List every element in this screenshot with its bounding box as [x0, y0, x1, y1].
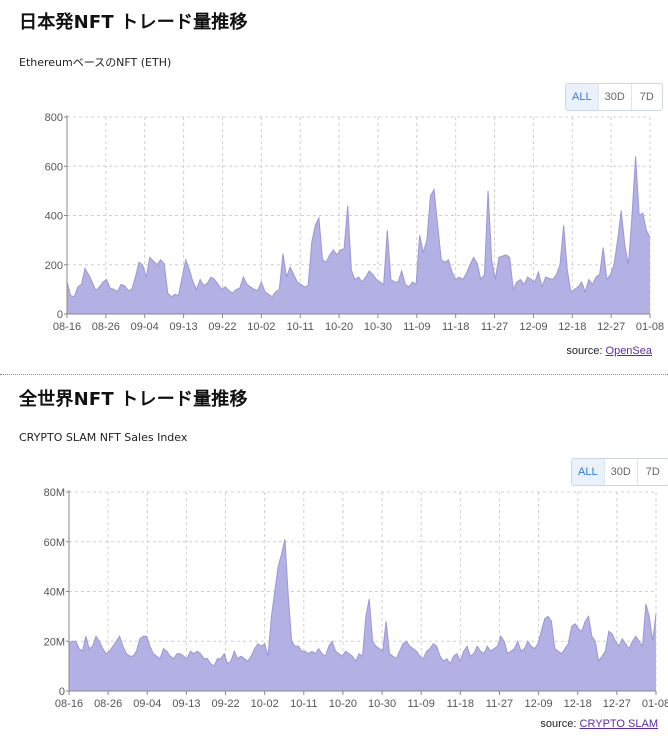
source-link-cryptoslam[interactable]: CRYPTO SLAM: [579, 718, 658, 730]
x-tick-label: 08-16: [53, 321, 81, 333]
area-series-line: [68, 539, 657, 667]
x-tick-label: 08-16: [55, 698, 83, 710]
x-tick-label: 11-09: [403, 321, 430, 333]
panel-divider: [0, 374, 668, 375]
range-30d-button[interactable]: 30D: [598, 84, 632, 110]
range-7d-button[interactable]: 7D: [631, 84, 662, 110]
source-line: source: CRYPTO SLAM: [540, 718, 658, 730]
y-tick-label: 0: [57, 309, 63, 321]
x-tick-label: 12-27: [597, 321, 625, 333]
x-tick-label: 09-22: [211, 698, 239, 710]
range-selector: ALL 30D 7D: [565, 83, 663, 111]
y-tick-label: 40M: [44, 587, 65, 599]
x-tick-label: 12-18: [558, 321, 586, 333]
x-tick-label: 11-18: [447, 698, 474, 710]
x-tick-label: 11-27: [486, 698, 513, 710]
area-series-line: [66, 156, 651, 298]
chart-subtitle: CRYPTO SLAM NFT Sales Index: [19, 431, 188, 444]
x-tick-label: 12-18: [564, 698, 592, 710]
x-tick-label: 01-08: [642, 698, 668, 710]
global-nft-chart-panel: 全世界NFT トレード量推移 CRYPTO SLAM NFT Sales Ind…: [0, 375, 668, 742]
y-tick-label: 800: [45, 112, 63, 124]
y-tick-label: 200: [45, 260, 63, 272]
trade-volume-area-chart: 0 20M 40M 60M 80M 08-16 08-26 09-04 09-13 09-22 10…: [44, 487, 668, 710]
trade-volume-area-chart: 0 200 400 600 800 08-16 08-26 09-04 09-13 09-22 10…: [45, 112, 664, 333]
x-tick-label: 10-11: [290, 698, 317, 710]
x-tick-label: 10-30: [364, 321, 392, 333]
range-selector: ALL 30D 7D: [571, 458, 668, 486]
x-tick-label: 10-02: [247, 321, 275, 333]
x-tick-label: 12-09: [519, 321, 547, 333]
source-label: source:: [540, 718, 580, 730]
x-tick-label: 09-13: [170, 321, 198, 333]
y-tick-label: 60M: [44, 537, 65, 549]
x-tick-label: 10-02: [251, 698, 279, 710]
range-all-button[interactable]: ALL: [566, 84, 599, 110]
range-7d-button[interactable]: 7D: [637, 459, 668, 485]
source-link-opensea[interactable]: OpenSea: [605, 345, 652, 357]
x-tick-label: 09-13: [172, 698, 200, 710]
x-tick-label: 08-26: [94, 698, 122, 710]
area-series-fill: [69, 539, 656, 691]
y-tick-label: 80M: [44, 487, 65, 499]
chart-title: 全世界NFT トレード量推移: [19, 389, 248, 410]
x-tick-label: 11-18: [442, 321, 469, 333]
y-tick-label: 600: [45, 161, 63, 173]
x-tick-label: 10-20: [329, 698, 357, 710]
source-line: source: OpenSea: [566, 345, 652, 357]
x-tick-label: 09-04: [133, 698, 161, 710]
x-tick-label: 12-27: [603, 698, 631, 710]
chart-title: 日本発NFT トレード量推移: [19, 12, 248, 33]
x-tick-label: 11-27: [481, 321, 508, 333]
chart-subtitle: EthereumベースのNFT (ETH): [19, 56, 172, 69]
range-30d-button[interactable]: 30D: [604, 459, 638, 485]
x-tick-label: 10-20: [325, 321, 353, 333]
y-tick-label: 20M: [44, 636, 65, 648]
x-tick-label: 01-08: [636, 321, 664, 333]
range-all-button[interactable]: ALL: [572, 459, 605, 485]
x-tick-label: 10-30: [368, 698, 396, 710]
x-tick-label: 12-09: [525, 698, 553, 710]
japan-nft-chart-panel: 日本発NFT トレード量推移 EthereumベースのNFT (ETH) ALL…: [19, 12, 664, 357]
x-tick-label: 08-26: [92, 321, 120, 333]
area-series-fill: [67, 156, 650, 314]
x-tick-label: 11-09: [408, 698, 435, 710]
y-tick-label: 0: [59, 686, 65, 698]
x-tick-label: 09-04: [131, 321, 159, 333]
source-label: source:: [566, 345, 606, 357]
y-tick-label: 400: [45, 211, 63, 223]
x-tick-label: 10-11: [287, 321, 314, 333]
x-tick-label: 09-22: [208, 321, 236, 333]
